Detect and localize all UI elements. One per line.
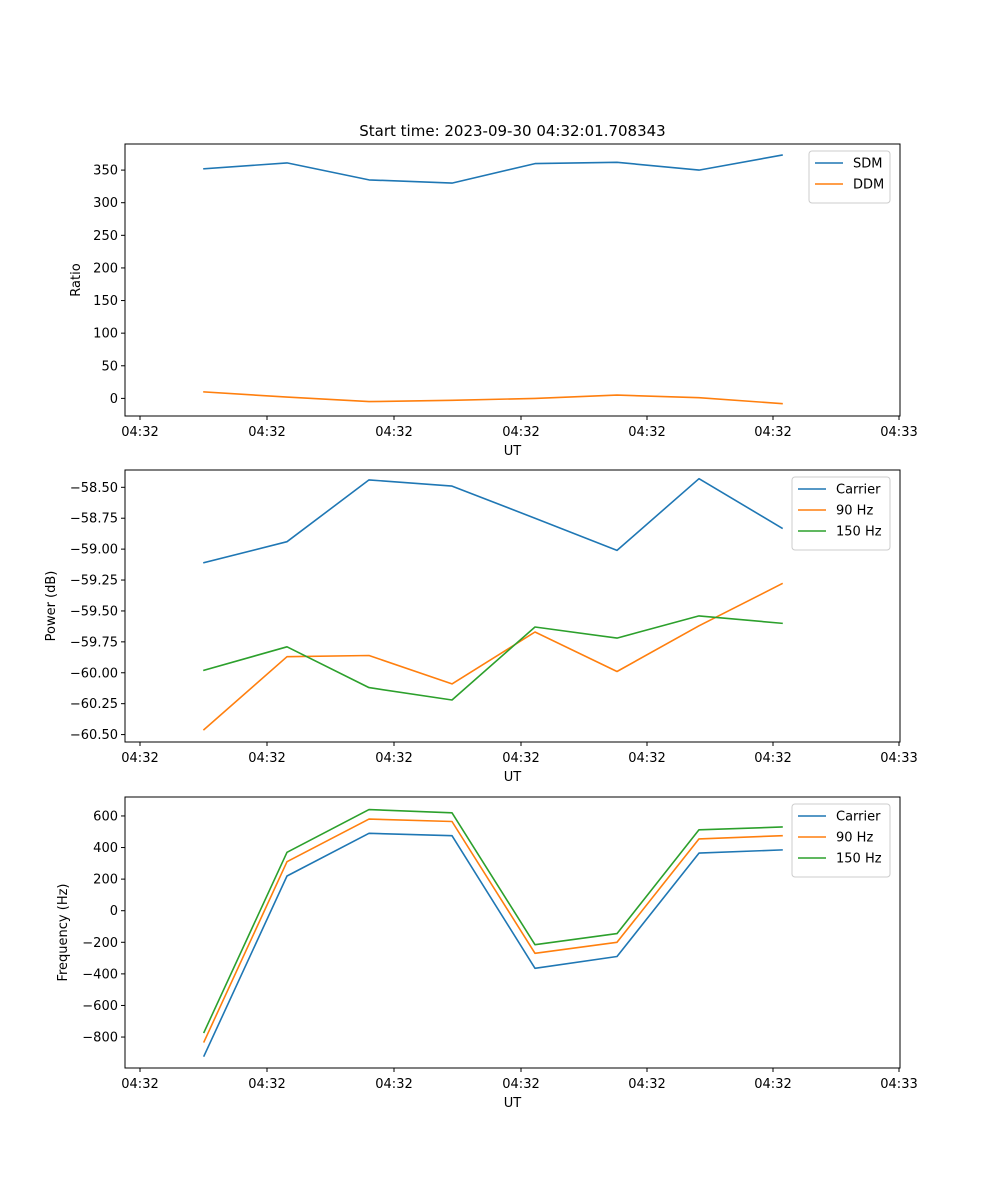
x-tick-label: 04:32 — [502, 1077, 539, 1092]
series-line-150-hz — [203, 615, 783, 701]
x-tick-label: 04:33 — [880, 425, 917, 440]
x-tick-label: 04:32 — [248, 1077, 285, 1092]
y-tick-label: 0 — [110, 392, 118, 407]
series-line-carrier — [202, 832, 783, 1058]
x-tick-label: 04:32 — [754, 1077, 791, 1092]
legend-label: 150 Hz — [836, 525, 882, 540]
legend: SDM DDM — [808, 150, 891, 204]
axes-frame — [124, 469, 901, 743]
x-tick-label: 04:32 — [121, 1077, 158, 1092]
y-tick-label: −59.25 — [70, 574, 118, 589]
y-tick-label: 200 — [93, 261, 118, 276]
y-axis-label: Frequency (Hz) — [56, 883, 71, 981]
y-tick-label: −58.75 — [70, 512, 118, 527]
chart-title: Start time: 2023-09-30 04:32:01.708343 — [359, 122, 665, 140]
x-tick-label: 04:32 — [121, 751, 158, 766]
y-tick-label: −58.50 — [70, 481, 118, 496]
y-tick-label: 50 — [101, 359, 118, 374]
legend: Carrier 90 Hz 150 Hz — [791, 803, 891, 878]
subplot-2: −58.50 −58.75 −59.00 −59.25 −59.50 −59.75 −60.… — [44, 469, 918, 785]
legend-label: Carrier — [836, 810, 881, 825]
x-tick-label: 04:32 — [628, 425, 665, 440]
subplot-1: Start time: 2023-09-30 04:32:01.708343 0 5… — [69, 122, 918, 459]
x-axis-label: UT — [504, 444, 522, 459]
series-line-ddm — [203, 391, 783, 405]
y-tick-label: 300 — [93, 196, 118, 211]
x-tick-label: 04:33 — [880, 1077, 917, 1092]
y-tick-label: −59.75 — [70, 635, 118, 650]
x-tick-label: 04:32 — [754, 425, 791, 440]
legend-label: 150 Hz — [836, 852, 882, 867]
legend-label: 90 Hz — [836, 504, 873, 519]
subplot-3: −800 −600 −400 −200 0 200 400 600 04:32 04:32 04:3… — [56, 796, 918, 1111]
y-tick-label: 600 — [93, 809, 118, 824]
y-tick-label: 400 — [93, 841, 118, 856]
y-tick-label: 0 — [110, 904, 118, 919]
x-tick-label: 04:32 — [121, 425, 158, 440]
x-tick-label: 04:32 — [248, 751, 285, 766]
y-tick-label: 150 — [93, 294, 118, 309]
y-tick-label: 200 — [93, 873, 118, 888]
legend-label: Carrier — [836, 483, 881, 498]
x-tick-label: 04:32 — [502, 425, 539, 440]
series-line-90-hz — [202, 582, 784, 731]
series-line-150-hz — [202, 808, 783, 1034]
x-tick-label: 04:32 — [754, 751, 791, 766]
y-tick-label: −59.00 — [70, 543, 118, 558]
y-tick-label: −60.25 — [70, 697, 118, 712]
x-axis-label: UT — [504, 770, 522, 785]
y-tick-label: −60.50 — [70, 728, 118, 743]
series-line-sdm — [203, 154, 783, 184]
y-tick-label: 100 — [93, 327, 118, 342]
legend-label: 90 Hz — [836, 831, 873, 846]
y-tick-label: −200 — [82, 936, 118, 951]
legend-label: SDM — [853, 157, 882, 172]
y-tick-label: −59.50 — [70, 604, 118, 619]
x-tick-label: 04:32 — [375, 425, 412, 440]
y-tick-label: −600 — [82, 999, 118, 1014]
legend: Carrier 90 Hz 150 Hz — [791, 476, 891, 551]
x-tick-label: 04:32 — [628, 1077, 665, 1092]
y-tick-label: −60.00 — [70, 666, 118, 681]
y-axis-label: Ratio — [69, 263, 84, 296]
x-axis-label: UT — [504, 1096, 522, 1111]
axes-frame — [124, 796, 901, 1069]
series-line-90-hz — [202, 818, 783, 1043]
y-tick-label: −400 — [82, 967, 118, 982]
axes-frame — [124, 143, 901, 417]
y-tick-label: −800 — [82, 1031, 118, 1046]
x-tick-label: 04:32 — [502, 751, 539, 766]
y-axis-label: Power (dB) — [44, 571, 59, 642]
x-tick-label: 04:32 — [628, 751, 665, 766]
x-tick-label: 04:32 — [248, 425, 285, 440]
y-tick-label: 350 — [93, 164, 118, 179]
series-line-carrier — [203, 477, 784, 564]
legend-label: DDM — [853, 178, 884, 193]
x-tick-label: 04:32 — [375, 1077, 412, 1092]
x-tick-label: 04:32 — [375, 751, 412, 766]
legend-box — [808, 150, 891, 204]
x-tick-label: 04:33 — [880, 751, 917, 766]
y-tick-label: 250 — [93, 229, 118, 244]
